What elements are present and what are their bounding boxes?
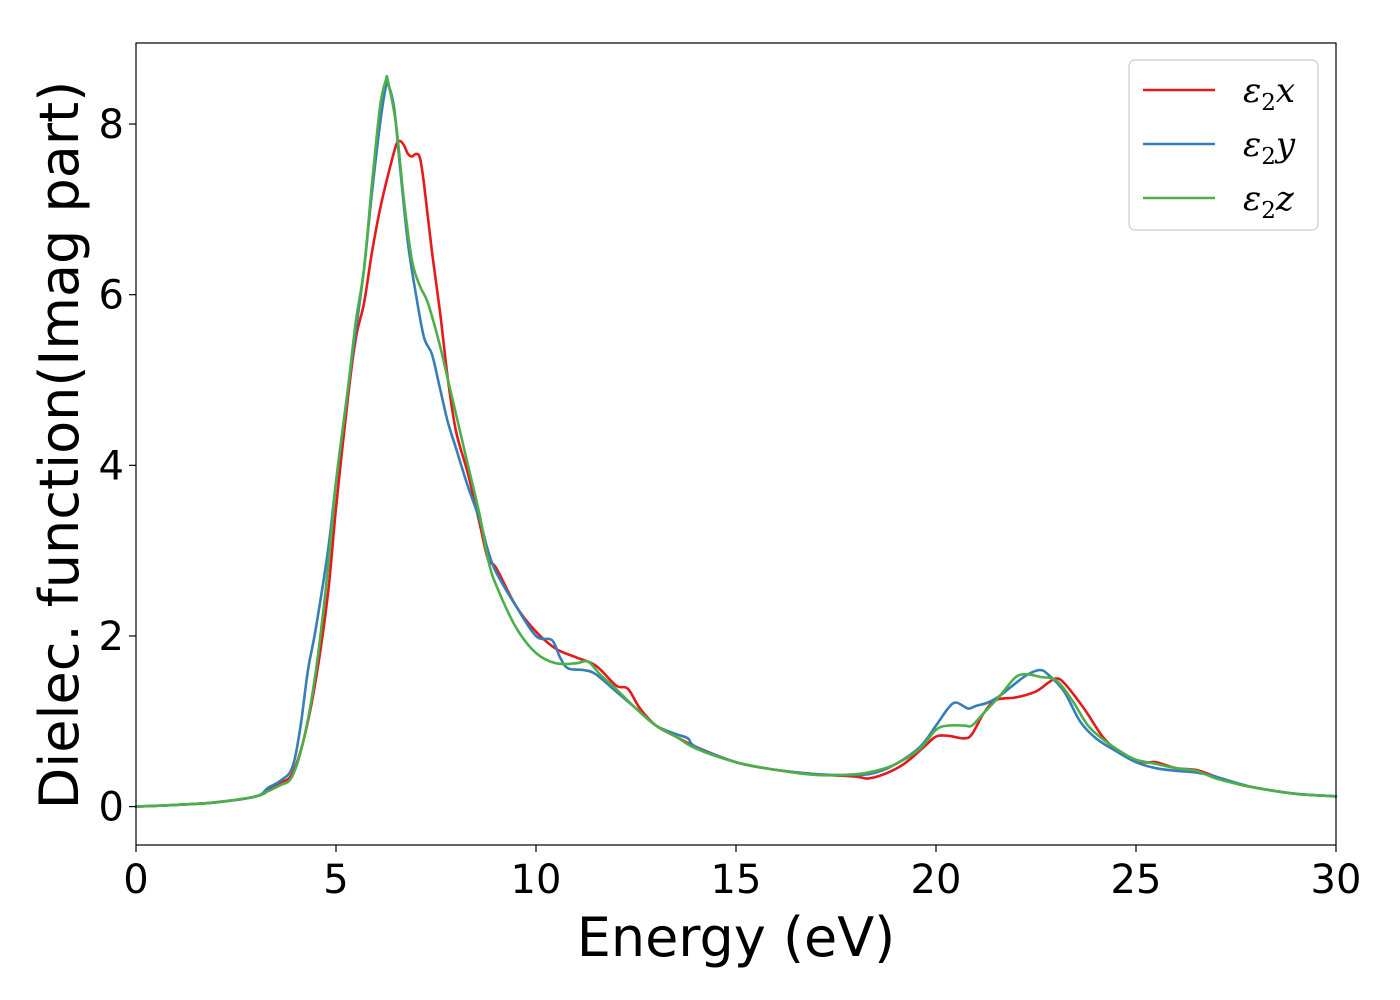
x-tick-label: 15 (711, 857, 762, 903)
legend-label: ε2z (1243, 179, 1295, 224)
x-tick-label: 30 (1311, 857, 1362, 903)
x-tick-label: 10 (511, 857, 562, 903)
legend-label: ε2y (1243, 125, 1296, 170)
legend-label: ε2x (1243, 71, 1295, 116)
legend: ε2x ε2y ε2z (1128, 59, 1319, 231)
x-tick-label: 5 (323, 857, 348, 903)
x-axis: 0 5 10 15 20 25 30 (123, 845, 1361, 903)
series-layer (134, 74, 1338, 808)
y-tick-label: 6 (99, 273, 124, 319)
x-axis-label: Energy (eV) (577, 906, 896, 969)
x-tick-label: 25 (1111, 857, 1162, 903)
series-line-z (134, 74, 1338, 808)
y-axis: 0 2 4 6 8 (99, 102, 136, 831)
y-tick-label: 0 (99, 785, 124, 831)
x-tick-label: 0 (123, 857, 148, 903)
y-tick-label: 8 (99, 102, 124, 148)
x-tick-label: 20 (911, 857, 962, 903)
y-tick-label: 4 (99, 443, 124, 489)
y-axis-label: Dielec. function(Imag part) (28, 81, 91, 810)
y-tick-label: 2 (99, 614, 124, 660)
legend-box (1128, 59, 1319, 231)
